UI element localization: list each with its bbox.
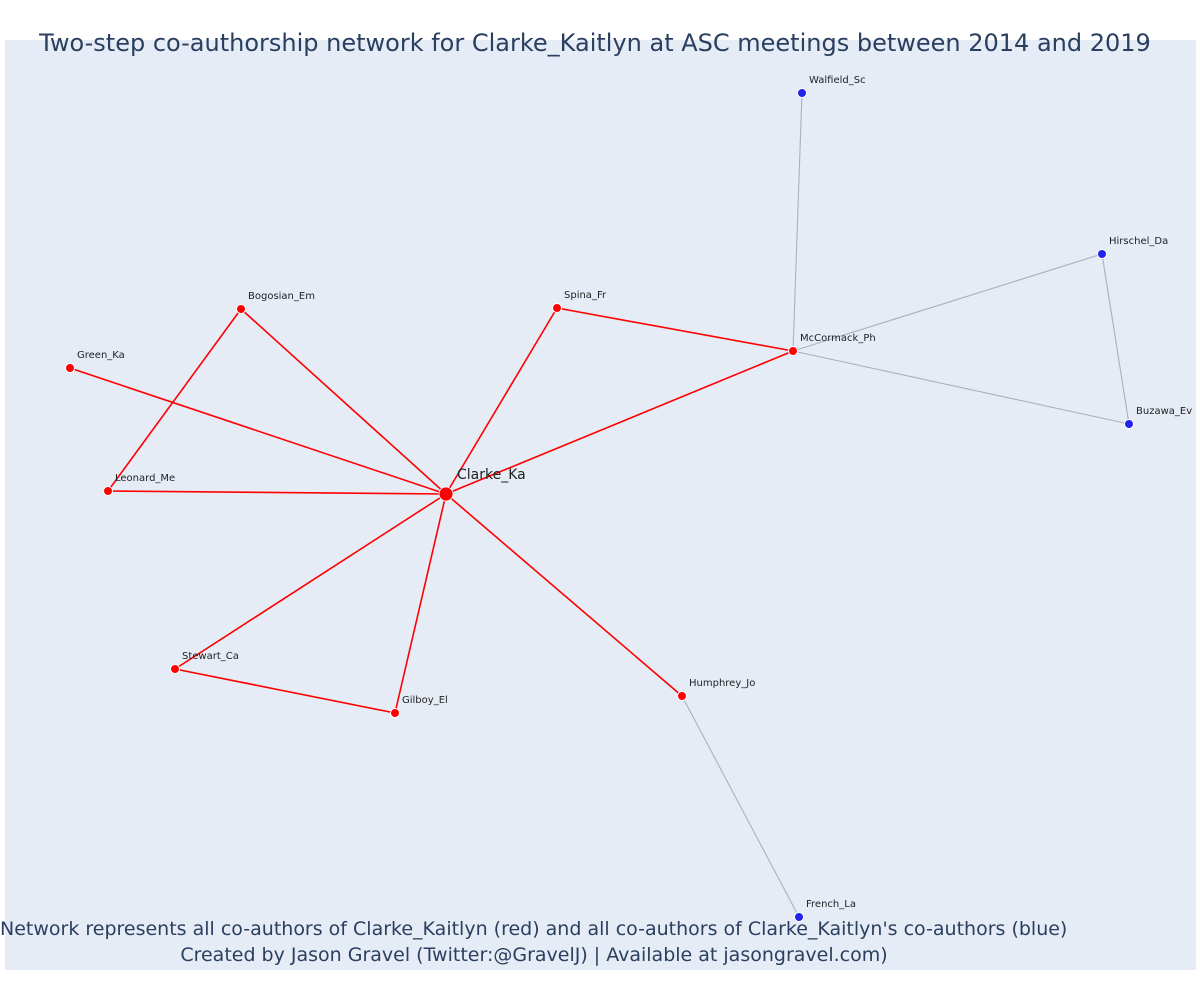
edge-Stewart_Ca-Gilboy_El xyxy=(174,668,396,714)
node-Gilboy_El[interactable] xyxy=(390,708,400,718)
edge-Bogosian_Em-Leonard_Me xyxy=(107,308,242,492)
edge-Clarke_Ka-McCormack_Ph xyxy=(445,350,794,495)
chart-title: Two-step co-authorship network for Clark… xyxy=(39,29,1151,57)
node-label-Bogosian_Em: Bogosian_Em xyxy=(248,291,315,302)
edge-Hirschel_Da-Buzawa_Ev xyxy=(1101,253,1130,425)
node-label-McCormack_Ph: McCormack_Ph xyxy=(800,333,876,344)
edge-McCormack_Ph-Buzawa_Ev xyxy=(792,350,1130,425)
node-McCormack_Ph[interactable] xyxy=(788,346,798,356)
node-label-Hirschel_Da: Hirschel_Da xyxy=(1109,236,1168,247)
node-label-Buzawa_Ev: Buzawa_Ev xyxy=(1136,406,1192,417)
edge-Clarke_Ka-Stewart_Ca xyxy=(174,493,447,670)
edge-Clarke_Ka-Gilboy_El xyxy=(394,493,447,714)
edge-Clarke_Ka-Humphrey_Jo xyxy=(445,493,683,697)
edge-Humphrey_Jo-French_La xyxy=(681,695,800,918)
node-label-Spina_Fr: Spina_Fr xyxy=(564,290,607,301)
plot-area xyxy=(5,40,1196,970)
edge-Clarke_Ka-Leonard_Me xyxy=(107,490,447,495)
caption-line-1: Network represents all co-authors of Cla… xyxy=(0,918,1068,940)
node-Stewart_Ca[interactable] xyxy=(170,664,180,674)
node-label-Humphrey_Jo: Humphrey_Jo xyxy=(689,678,755,689)
node-Buzawa_Ev[interactable] xyxy=(1124,419,1134,429)
edge-Clarke_Ka-Green_Ka xyxy=(69,367,447,495)
node-label-Leonard_Me: Leonard_Me xyxy=(115,473,175,484)
edge-Clarke_Ka-Bogosian_Em xyxy=(240,308,447,495)
edge-McCormack_Ph-Hirschel_Da xyxy=(792,253,1103,352)
node-Humphrey_Jo[interactable] xyxy=(677,691,687,701)
node-Green_Ka[interactable] xyxy=(65,363,75,373)
node-label-Clarke_Ka: Clarke_Ka xyxy=(457,467,526,483)
node-label-Walfield_Sc: Walfield_Sc xyxy=(809,75,866,86)
caption-line-2: Created by Jason Gravel (Twitter:@Gravel… xyxy=(180,944,888,966)
edges-layer xyxy=(69,92,1130,918)
node-label-Gilboy_El: Gilboy_El xyxy=(402,695,448,706)
node-Spina_Fr[interactable] xyxy=(552,303,562,313)
edge-Clarke_Ka-Spina_Fr xyxy=(445,307,558,495)
node-Hirschel_Da[interactable] xyxy=(1097,249,1107,259)
node-Clarke_Ka[interactable] xyxy=(438,486,454,502)
node-Walfield_Sc[interactable] xyxy=(797,88,807,98)
edge-McCormack_Ph-Walfield_Sc xyxy=(792,92,803,352)
node-label-Green_Ka: Green_Ka xyxy=(77,350,125,361)
nodes-layer xyxy=(65,88,1134,922)
labels-layer: Clarke_Ka Bogosian_Em Spina_Fr Green_Ka McCo… xyxy=(77,75,1192,910)
node-French_La[interactable] xyxy=(794,912,804,922)
node-label-Stewart_Ca: Stewart_Ca xyxy=(182,651,239,662)
edge-Spina_Fr-McCormack_Ph xyxy=(556,307,794,352)
node-label-French_La: French_La xyxy=(806,899,856,910)
node-Leonard_Me[interactable] xyxy=(103,486,113,496)
node-Bogosian_Em[interactable] xyxy=(236,304,246,314)
